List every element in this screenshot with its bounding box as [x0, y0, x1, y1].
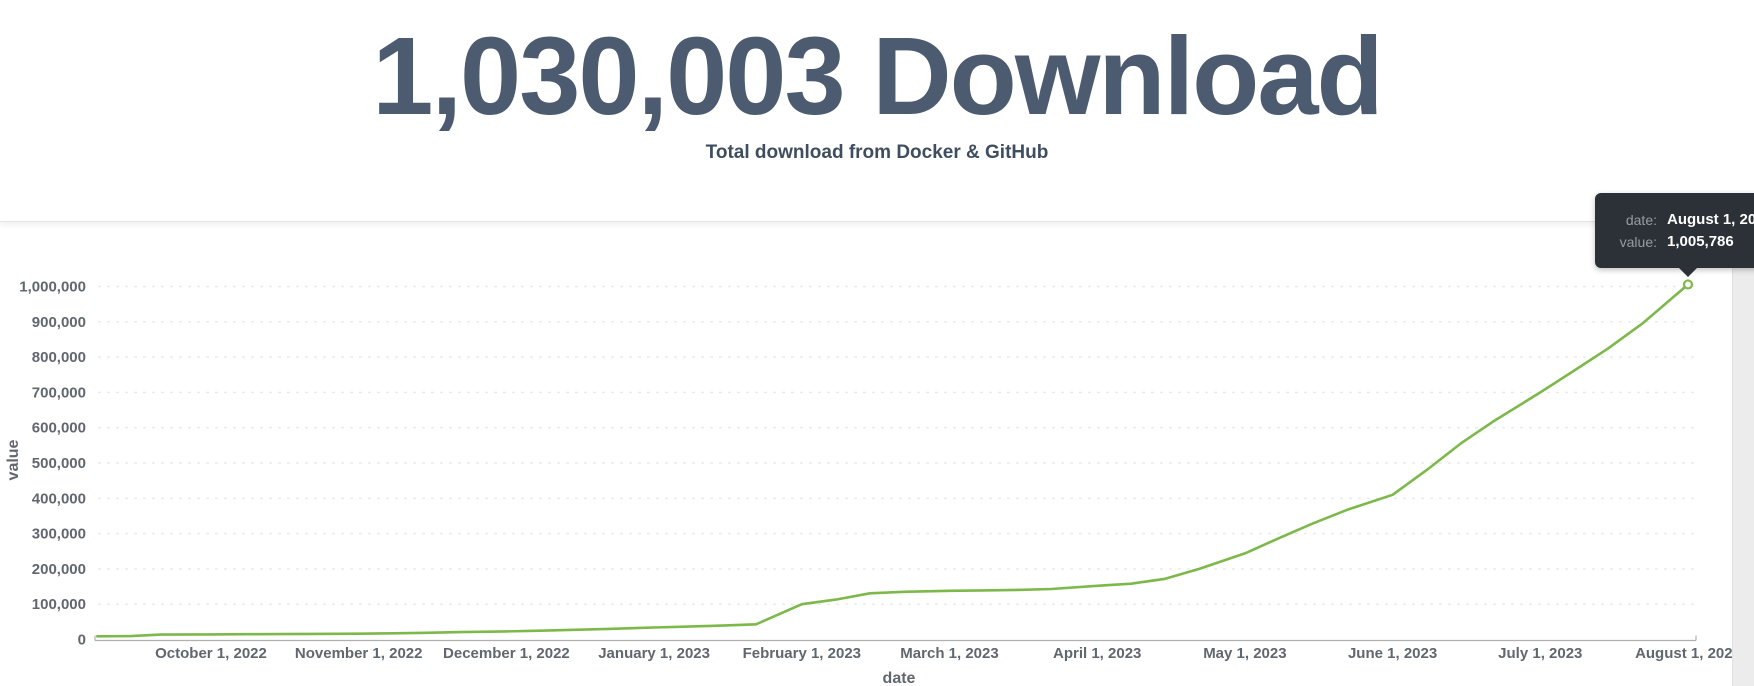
y-tick-label: 600,000: [32, 420, 86, 437]
downloads-line-series: [96, 283, 1690, 638]
tooltip-date-value: August 1, 2023: [1667, 210, 1754, 228]
y-tick-label: 200,000: [32, 561, 86, 578]
y-tick-label: 0: [78, 632, 86, 649]
tooltip-value-key: value:: [1619, 233, 1657, 250]
y-tick-label: 400,000: [32, 490, 86, 507]
y-tick-label: 800,000: [32, 349, 86, 366]
x-tick-label: October 1, 2022: [155, 645, 267, 662]
x-tick-label: June 1, 2023: [1348, 645, 1437, 662]
tooltip-value-value: 1,005,786: [1667, 232, 1734, 250]
y-tick-label: 300,000: [32, 526, 86, 543]
tooltip-arrow-icon: [1679, 268, 1697, 277]
downloads-chart[interactable]: 0 100,000 200,000 300,000 400,000 500,000 600,…: [0, 222, 1754, 686]
y-axis-title: value: [5, 439, 22, 480]
x-tick-label: August 1, 2023: [1635, 645, 1741, 662]
x-tick-label: March 1, 2023: [900, 645, 998, 662]
vertical-scrollbar[interactable]: [1732, 222, 1754, 686]
downloads-line-chart[interactable]: 0 100,000 200,000 300,000 400,000 500,000 600,…: [0, 222, 1754, 686]
x-axis-title: date: [883, 670, 916, 686]
tooltip-date-key: date:: [1625, 211, 1657, 228]
y-tick-label: 1,000,000: [19, 279, 86, 296]
header: 1,030,003 Download Total download from D…: [0, 0, 1754, 222]
x-tick-label: July 1, 2023: [1498, 645, 1582, 662]
y-tick-label: 100,000: [32, 596, 86, 613]
page-title: 1,030,003 Download: [372, 15, 1383, 138]
x-tick-label: February 1, 2023: [743, 645, 861, 662]
x-tick-label: April 1, 2023: [1053, 645, 1141, 662]
y-tick-label: 700,000: [32, 384, 86, 401]
x-tick-label: November 1, 2022: [295, 645, 423, 662]
y-tick-label: 900,000: [32, 314, 86, 331]
x-tick-label: May 1, 2023: [1203, 645, 1286, 662]
y-tick-label: 500,000: [32, 455, 86, 472]
highlighted-point-marker[interactable]: [1682, 279, 1694, 290]
chart-tooltip: date: August 1, 2023 value: 1,005,786: [1595, 193, 1754, 277]
page-subtitle: Total download from Docker & GitHub: [705, 142, 1049, 163]
x-tick-label: January 1, 2023: [598, 645, 710, 662]
x-tick-label: December 1, 2022: [443, 645, 570, 662]
